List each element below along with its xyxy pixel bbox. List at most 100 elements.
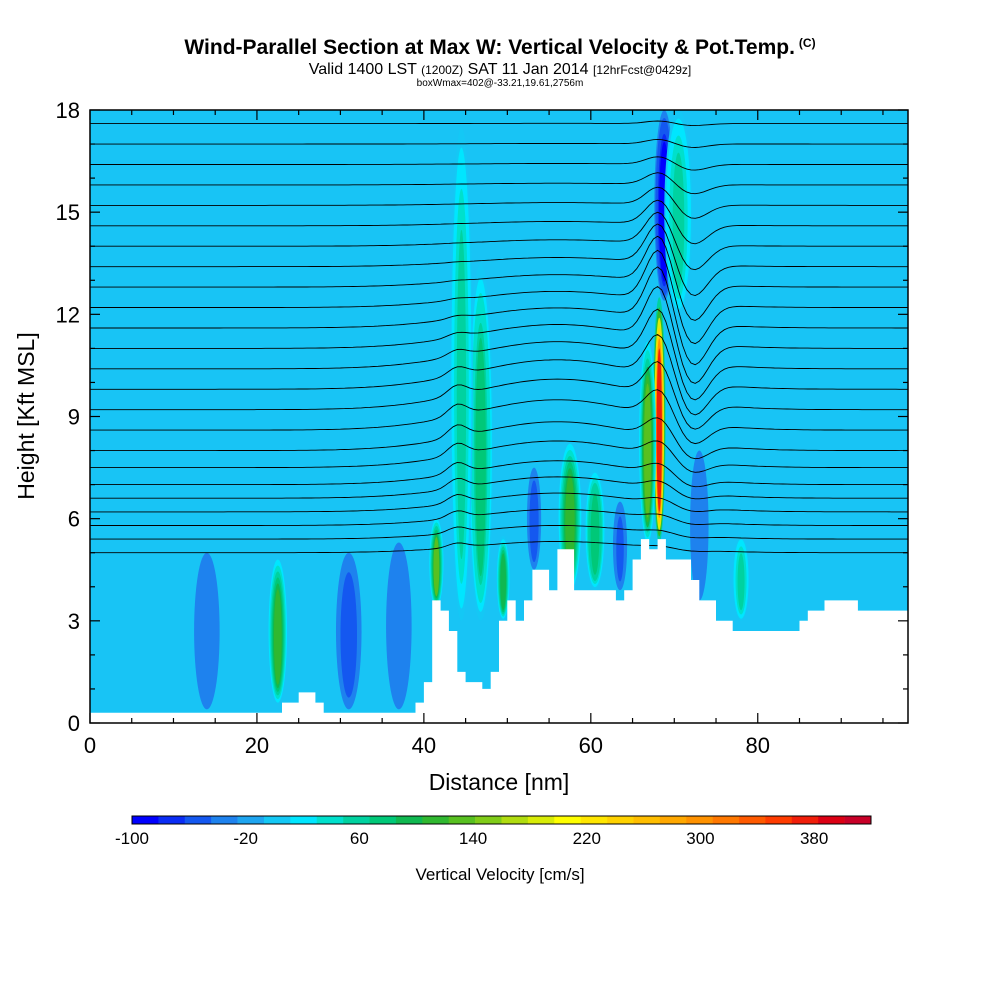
isentrope-line <box>90 249 908 345</box>
isentrope-line <box>90 460 908 488</box>
theta-isentropes <box>90 120 908 554</box>
colorbar-swatch <box>448 816 476 824</box>
colorbar-swatch <box>263 816 291 824</box>
isentrope-line <box>90 186 908 219</box>
colorbar-swatch <box>686 816 713 824</box>
colorbar-swatch <box>290 816 318 824</box>
colorbar-swatch <box>527 816 555 824</box>
downdraft-band <box>343 585 355 690</box>
y-tick-label: 6 <box>68 507 80 532</box>
updraft-band <box>590 493 600 575</box>
y-tick-label: 18 <box>56 98 80 123</box>
colorbar-swatch <box>475 816 502 824</box>
x-axis-label: Distance [nm] <box>429 769 570 795</box>
isentrope-line <box>90 308 908 401</box>
colorbar-swatch <box>211 816 238 824</box>
isentrope-line <box>90 138 908 148</box>
colorbar: -100 -20 60 140 220 300 380 <box>115 815 872 848</box>
updraft-band <box>433 537 440 597</box>
colorbar-swatch <box>501 816 529 824</box>
colorbar-swatch <box>712 816 740 824</box>
isentrope-line <box>90 525 908 540</box>
x-tick-label: 60 <box>579 733 603 758</box>
colorbar-swatch <box>554 816 581 824</box>
updraft-band <box>475 337 486 577</box>
isentrope-line <box>90 540 908 554</box>
y-tick-label: 12 <box>56 302 80 327</box>
updraft-band <box>656 348 662 512</box>
isentrope-line <box>90 508 908 526</box>
isentrope-line <box>90 156 908 171</box>
updraft-band <box>644 383 652 518</box>
x-tick-label: 20 <box>245 733 269 758</box>
isentrope-line <box>90 492 908 513</box>
isentrope-line <box>90 285 908 384</box>
isentrope-line <box>90 361 908 430</box>
terrain-profile <box>90 539 908 723</box>
colorbar-tick-label: 300 <box>686 829 714 848</box>
downdraft-band <box>695 481 704 582</box>
colorbar-frame <box>131 815 872 825</box>
x-tick-label: 80 <box>746 733 770 758</box>
colorbar-swatch <box>316 816 344 824</box>
colorbar-label: Vertical Velocity [cm/s] <box>415 865 584 884</box>
chart-title: Wind-Parallel Section at Max W: Vertical… <box>184 36 816 59</box>
updraft-band <box>565 474 575 572</box>
colorbar-swatch <box>791 816 819 824</box>
y-tick-label: 15 <box>56 200 80 225</box>
colorbar-swatch <box>343 816 370 824</box>
colorbar-tick-label: 60 <box>350 829 369 848</box>
downdraft-band <box>617 520 623 580</box>
isentrope-line <box>90 417 908 460</box>
isentrope-line <box>90 266 908 366</box>
x-tick-label: 40 <box>412 733 436 758</box>
downdraft-band <box>393 577 405 689</box>
colorbar-swatch <box>633 816 661 824</box>
updraft-band <box>500 553 507 611</box>
isentrope-line <box>90 333 908 416</box>
colorbar-swatch <box>765 816 793 824</box>
updraft-band <box>456 229 467 560</box>
colorbar-tick-label: 380 <box>800 829 828 848</box>
colorbar-swatch <box>237 816 265 824</box>
colorbar-swatch <box>659 816 687 824</box>
isentrope-line <box>90 199 908 245</box>
colorbar-tick-label: -20 <box>233 829 258 848</box>
colorbar-swatch <box>818 816 845 824</box>
isentrope-line <box>90 120 908 127</box>
downdraft-band <box>531 488 537 557</box>
colorbar-swatch <box>422 816 450 824</box>
y-axis-label: Height [Kft MSL] <box>13 332 39 499</box>
colorbar-swatch <box>395 816 423 824</box>
colorbar-swatch <box>844 816 872 824</box>
updraft-band <box>737 553 745 611</box>
colorbar-swatch <box>739 816 766 824</box>
colorbar-swatch <box>607 816 634 824</box>
colorbar-swatch <box>132 816 159 824</box>
x-axis: 0 20 40 60 80 <box>84 110 884 758</box>
valid-time-line: Valid 1400 LST (1200Z) SAT 11 Jan 2014 [… <box>308 61 692 78</box>
isentrope-line <box>90 440 908 473</box>
isentrope-line <box>90 476 908 500</box>
isentrope-line <box>90 172 908 195</box>
box-info-line: boxWmax=402@-33.21,19.61,2756m <box>416 78 584 89</box>
isentrope-line <box>90 389 908 445</box>
colorbar-tick-label: 220 <box>573 829 601 848</box>
updraft-band <box>274 589 282 685</box>
y-tick-label: 9 <box>68 405 80 430</box>
colorbar-swatch <box>369 816 397 824</box>
colorbar-swatch <box>158 816 186 824</box>
isentrope-line <box>90 235 908 321</box>
isentrope-line <box>90 211 908 271</box>
colorbar-swatch <box>184 816 212 824</box>
updraft-band <box>672 152 685 289</box>
colorbar-swatch <box>580 816 608 824</box>
terrain-mask <box>90 539 908 723</box>
downdraft-band <box>201 585 213 690</box>
velocity-field <box>90 110 908 723</box>
y-axis: 0 3 6 9 12 15 18 <box>56 98 908 736</box>
x-tick-label: 0 <box>84 733 96 758</box>
isentrope-line <box>90 223 908 296</box>
